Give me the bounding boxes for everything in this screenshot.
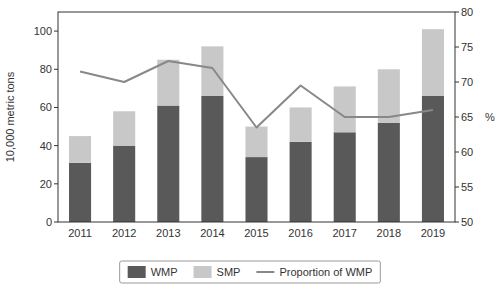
tick-label: 55 (461, 181, 473, 193)
legend-label: SMP (217, 266, 241, 278)
bar (334, 132, 356, 222)
legend-item: SMP (194, 266, 241, 278)
tick-label: 70 (461, 76, 473, 88)
tick (54, 222, 58, 223)
category-label: 2012 (112, 227, 136, 239)
legend-label: Proportion of WMP (279, 266, 372, 278)
bar (245, 157, 267, 222)
category-label: 2017 (332, 227, 356, 239)
bar (378, 69, 400, 122)
tick (455, 152, 459, 153)
tick-label: 65 (461, 111, 473, 123)
bar (422, 29, 444, 96)
tick-label: 40 (40, 140, 52, 152)
line (80, 61, 433, 128)
legend-swatch (256, 271, 274, 273)
category-label: 2015 (244, 227, 268, 239)
bar (378, 123, 400, 222)
bar (290, 107, 312, 141)
bar (201, 46, 223, 96)
tick (54, 69, 58, 70)
tick-label: 75 (461, 41, 473, 53)
chart: 0 20 40 60 80 100 50 55 60 65 70 75 80 2011 2012 2013 20… (0, 0, 500, 301)
tick-label: 100 (34, 25, 52, 37)
plot-frame (58, 12, 455, 222)
bar (69, 163, 91, 222)
tick-label: 80 (40, 63, 52, 75)
tick-label: 60 (461, 146, 473, 158)
bar (157, 106, 179, 222)
tick (455, 187, 459, 188)
tick (455, 222, 459, 223)
tick-label: 0 (46, 216, 52, 228)
tick (54, 107, 58, 108)
category-label: 2013 (156, 227, 180, 239)
category-label: 2018 (377, 227, 401, 239)
tick (54, 31, 58, 32)
tick (54, 145, 58, 146)
tick (455, 82, 459, 83)
axis-label: % (485, 111, 495, 123)
category-label: 2016 (288, 227, 312, 239)
category-label: 2011 (68, 227, 92, 239)
bar (113, 111, 135, 145)
legend-box (120, 261, 381, 283)
legend: WMP SMP Proportion of WMP (120, 261, 381, 283)
legend-item: WMP (128, 266, 178, 278)
bar (290, 142, 312, 222)
tick (455, 12, 459, 13)
bar (334, 86, 356, 132)
bar (113, 146, 135, 222)
bar (201, 96, 223, 222)
tick-label: 60 (40, 101, 52, 113)
axis-label: 10,000 metric tons (4, 71, 16, 162)
tick-label: 50 (461, 216, 473, 228)
plot-marks (69, 29, 444, 222)
tick (455, 117, 459, 118)
tick-label: 80 (461, 6, 473, 18)
legend-swatch (194, 266, 212, 278)
bar (69, 136, 91, 163)
bar (422, 96, 444, 222)
tick-label: 20 (40, 178, 52, 190)
tick (455, 47, 459, 48)
bar (245, 127, 267, 158)
bar (157, 60, 179, 106)
legend-label: WMP (151, 266, 178, 278)
tick (54, 183, 58, 184)
legend-item: Proportion of WMP (256, 266, 372, 278)
category-label: 2019 (421, 227, 445, 239)
legend-swatch (128, 266, 146, 278)
category-label: 2014 (200, 227, 224, 239)
